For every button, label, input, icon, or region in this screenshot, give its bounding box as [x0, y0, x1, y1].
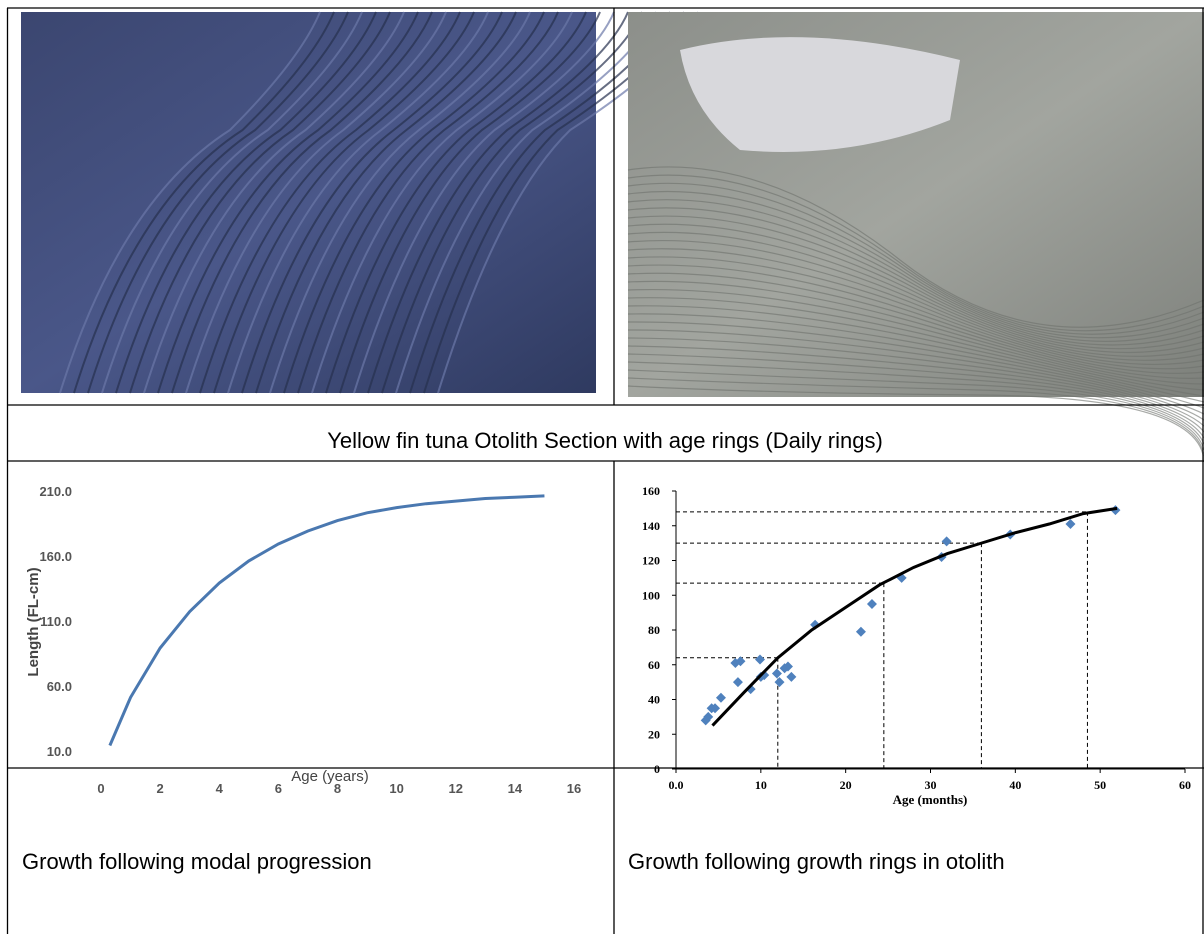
y-tick-label: 100: [642, 588, 660, 602]
x-axis-title: Age (months): [893, 792, 968, 807]
data-point: [755, 655, 765, 665]
data-point: [774, 677, 784, 687]
x-tick-label: 10: [389, 781, 403, 796]
x-tick-label: 50: [1094, 778, 1106, 792]
x-tick-label: 0.0: [669, 778, 684, 792]
y-tick-label: 20: [648, 727, 660, 741]
x-axis-title: Age (years): [291, 768, 369, 785]
x-tick-label: 2: [157, 781, 164, 796]
y-tick-label: 140: [642, 519, 660, 533]
right-caption: Growth following growth rings in otolith: [628, 849, 1005, 874]
data-point: [716, 693, 726, 703]
section-caption: Yellow fin tuna Otolith Section with age…: [327, 428, 883, 453]
document: Yellow fin tuna Otolith Section with age…: [0, 0, 1204, 934]
data-point: [867, 599, 877, 609]
x-tick-label: 30: [925, 778, 937, 792]
otolith-photo-blue: [21, 12, 698, 393]
page: {"table":{"caption":"Yellow fin tuna Oto…: [0, 0, 1204, 934]
x-tick-label: 10: [755, 778, 767, 792]
left-caption: Growth following modal progression: [22, 849, 372, 874]
x-tick-label: 0: [97, 781, 104, 796]
x-tick-label: 16: [567, 781, 581, 796]
x-tick-label: 20: [840, 778, 852, 792]
y-tick-label: 120: [642, 554, 660, 568]
otolith-photo-gray: [628, 12, 1204, 462]
y-tick-label: 10.0: [47, 744, 72, 759]
x-tick-label: 40: [1009, 778, 1021, 792]
y-tick-label: 210.0: [39, 484, 72, 499]
data-point: [942, 536, 952, 546]
fit-curve: [712, 508, 1117, 725]
y-axis-title: Length (FL-cm): [25, 567, 42, 676]
y-tick-label: 60.0: [47, 679, 72, 694]
y-tick-label: 80: [648, 623, 660, 637]
data-point: [772, 668, 782, 678]
y-tick-label: 110.0: [40, 614, 72, 629]
y-tick-label: 160: [642, 484, 660, 498]
y-tick-label: 160.0: [39, 549, 72, 564]
growth-curve: [110, 496, 545, 746]
x-tick-label: 60: [1179, 778, 1191, 792]
x-tick-label: 14: [508, 781, 523, 796]
x-tick-label: 4: [216, 781, 224, 796]
data-point: [1065, 519, 1075, 529]
x-tick-label: 6: [275, 781, 282, 796]
data-point: [733, 677, 743, 687]
data-point: [856, 627, 866, 637]
x-tick-label: 12: [449, 781, 463, 796]
data-point: [786, 672, 796, 682]
y-tick-label: 40: [648, 693, 660, 707]
y-tick-label: 60: [648, 658, 660, 672]
y-tick-label: 0: [654, 762, 660, 776]
